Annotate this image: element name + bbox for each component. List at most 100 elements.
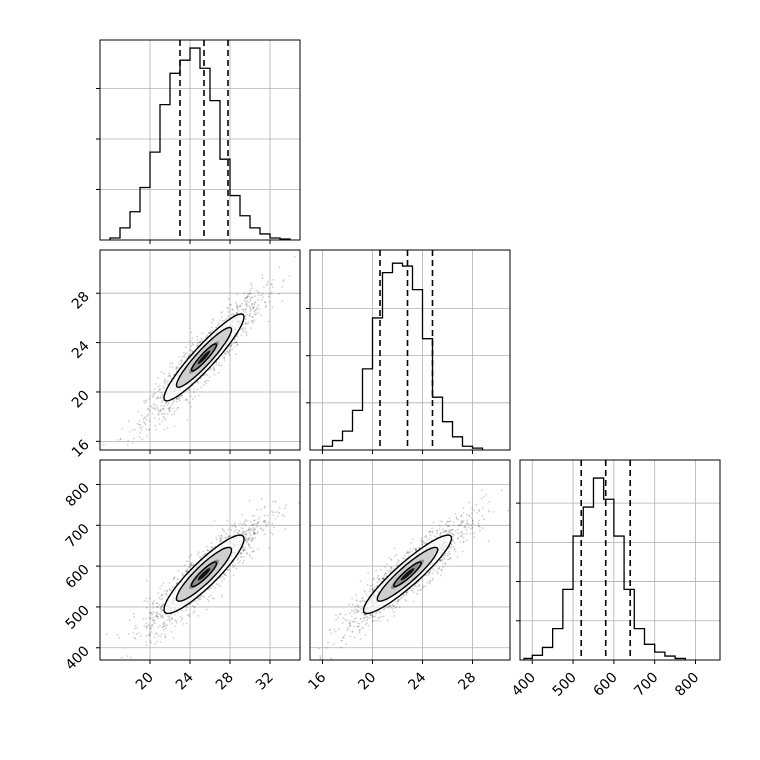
scatter-point (204, 382, 207, 385)
scatter-point (155, 605, 158, 608)
scatter-point (246, 305, 248, 308)
scatter-point (376, 619, 378, 622)
scatter-point (208, 331, 210, 334)
scatter-point (242, 548, 245, 551)
scatter-point (166, 427, 169, 429)
scatter-point (152, 602, 154, 604)
scatter-point (470, 517, 473, 519)
scatter-point (466, 539, 468, 542)
hist-steps-0 (109, 47, 291, 240)
scatter-point (229, 535, 232, 538)
scatter-point (230, 314, 233, 316)
scatter-point (129, 656, 132, 659)
scatter-point (142, 617, 145, 620)
scatter-point (154, 424, 157, 427)
scatter-point (193, 600, 196, 603)
scatter-point (161, 604, 164, 606)
scatter-point (253, 319, 256, 322)
scatter-point (132, 612, 135, 615)
scatter-point (221, 311, 224, 313)
scatter-point (165, 401, 168, 404)
scatter-point (153, 600, 156, 602)
scatter-point (163, 381, 166, 383)
scatter-point (370, 614, 373, 617)
scatter-point (159, 624, 161, 627)
scatter-point (349, 622, 352, 625)
scatter-point (245, 529, 248, 532)
scatter-point (402, 594, 405, 596)
scatter-point (397, 558, 400, 561)
scatter-point (258, 291, 260, 294)
scatter-point (342, 617, 344, 619)
scatter-point (250, 287, 253, 290)
x-tick-label-0-3: 32 (253, 670, 277, 694)
scatter-point (199, 340, 202, 343)
scatter-point (164, 418, 167, 421)
scatter-point (161, 584, 163, 587)
scatter-point (165, 593, 168, 596)
scatter-point (362, 616, 365, 619)
scatter-point (234, 346, 236, 348)
scatter-point (356, 610, 359, 612)
scatter-point (412, 538, 415, 541)
scatter-point (169, 365, 172, 368)
scatter-point (397, 600, 400, 603)
scatter-point (259, 508, 262, 511)
scatter-point (161, 399, 164, 402)
scatter-point (416, 582, 418, 585)
scatter-point (254, 536, 257, 539)
scatter-point (194, 395, 197, 398)
scatter-point (442, 531, 444, 534)
scatter-point (239, 305, 242, 308)
scatter-point (215, 364, 218, 366)
scatter-point (196, 335, 199, 338)
scatter-point (244, 539, 247, 541)
scatter-point (245, 537, 248, 540)
scatter-point (190, 562, 193, 565)
scatter-point (438, 566, 441, 569)
scatter-point (145, 635, 148, 637)
scatter-point (403, 554, 406, 557)
scatter-point (200, 594, 203, 597)
scatter-point (329, 628, 332, 631)
scatter-point (161, 594, 164, 596)
scatter-point (240, 532, 243, 535)
scatter-point (171, 616, 174, 619)
scatter-point (226, 350, 229, 353)
scatter-point (161, 609, 164, 612)
scatter-point (409, 548, 412, 551)
scatter-point (203, 553, 206, 556)
scatter-point (220, 596, 223, 598)
scatter-point (260, 527, 262, 530)
scatter-point (420, 539, 423, 542)
scatter-point (266, 514, 269, 517)
scatter-point (247, 538, 250, 541)
scatter-point (245, 311, 247, 313)
scatter-point (266, 282, 269, 285)
scatter-point (271, 286, 274, 288)
scatter-point (134, 428, 137, 431)
scatter-point (390, 566, 392, 569)
scatter-point (185, 569, 188, 572)
scatter-point (260, 298, 263, 301)
scatter-point (224, 351, 226, 354)
scatter-point (248, 305, 251, 308)
scatter-point (220, 539, 223, 542)
scatter-point (191, 605, 194, 608)
scatter-point (190, 331, 193, 334)
scatter-point (443, 558, 446, 561)
scatter-point (198, 555, 201, 558)
scatter-point (201, 554, 204, 557)
scatter-point (211, 585, 214, 588)
scatter-point (255, 523, 258, 526)
scatter-point (460, 533, 463, 536)
scatter-point (225, 574, 227, 577)
scatter-point (162, 582, 165, 585)
scatter-point (227, 528, 230, 531)
scatter-point (283, 507, 286, 510)
scatter-point (159, 395, 162, 398)
scatter-point (454, 529, 457, 532)
scatter-point (212, 367, 215, 369)
scatter-point (252, 307, 254, 310)
scatter-point (442, 566, 445, 568)
